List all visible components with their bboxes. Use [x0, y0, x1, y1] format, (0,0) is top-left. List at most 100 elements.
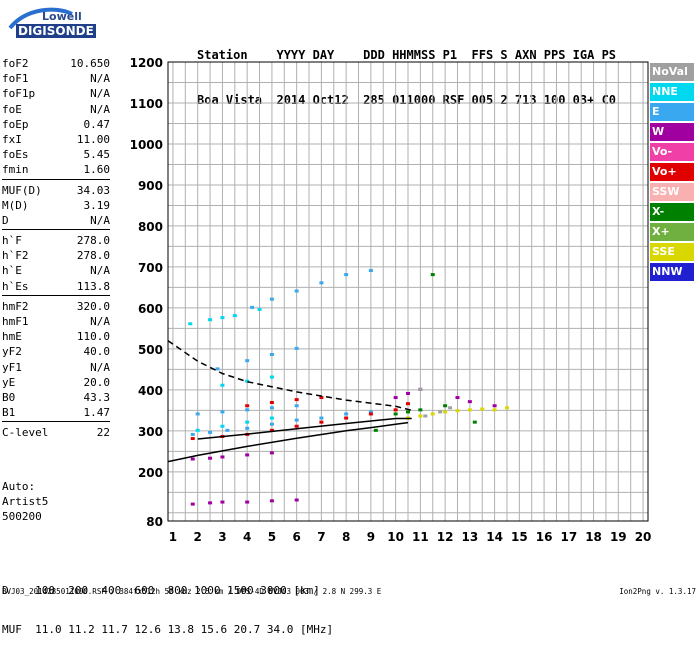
data-point [188, 322, 193, 326]
param-row: B0 43.3 [2, 390, 110, 405]
logo-text-digisonde: DIGISONDE [16, 24, 96, 38]
x-tick-label: 9 [367, 530, 375, 544]
x-tick-label: 8 [342, 530, 350, 544]
data-point [232, 314, 237, 318]
param-label: h`E [2, 264, 22, 278]
param-row: hmF1 N/A [2, 314, 110, 329]
version-label: Ion2Png v. 1.3.17 [619, 587, 696, 596]
param-value: N/A [90, 315, 110, 328]
y-tick-label: 1200 [130, 56, 163, 70]
data-point [220, 500, 225, 504]
param-value: 22 [96, 426, 110, 440]
data-point [368, 269, 373, 273]
lowell-digisonde-logo: Lowell DIGISONDE [6, 4, 96, 44]
data-point [294, 289, 299, 293]
data-point [220, 424, 225, 428]
data-point [208, 456, 213, 460]
param-value: N/A [90, 102, 110, 116]
data-point [443, 410, 448, 414]
param-row: fxI 11.00 [2, 132, 110, 147]
legend-item: SSE [650, 243, 694, 261]
profile-line-solid [167, 421, 409, 463]
y-tick-label: 1000 [130, 138, 163, 152]
data-point [190, 457, 195, 461]
param-label: yF2 [2, 345, 22, 359]
param-row: yF1 N/A [2, 360, 110, 375]
param-value: 1.47 [83, 406, 111, 420]
param-label: hmF2 [2, 299, 29, 313]
param-value: 113.8 [76, 279, 110, 293]
data-point [190, 502, 195, 506]
data-point [269, 400, 274, 404]
data-point [195, 412, 200, 416]
data-point [245, 379, 250, 383]
x-tick-label: 7 [317, 530, 325, 544]
data-point [344, 273, 349, 277]
data-point [245, 426, 250, 430]
data-point [220, 383, 225, 387]
param-row: M(D) 3.19 [2, 198, 110, 213]
param-label: D [2, 213, 9, 227]
data-point [220, 410, 225, 414]
x-tick-label: 10 [387, 530, 404, 544]
data-point [269, 451, 274, 455]
data-point [190, 432, 195, 436]
data-point [368, 412, 373, 416]
x-tick-label: 20 [635, 530, 652, 544]
data-point [344, 416, 349, 420]
x-tick-label: 12 [437, 530, 454, 544]
param-row: h`E N/A [2, 263, 110, 278]
param-row: foF1 N/A [2, 71, 110, 86]
data-point [455, 396, 460, 400]
data-point [393, 408, 398, 412]
x-tick-label: 1 [169, 530, 177, 544]
y-tick-label: 600 [138, 302, 163, 316]
param-value: N/A [90, 360, 110, 374]
param-label: B1 [2, 406, 16, 420]
y-tick-label: 700 [138, 261, 163, 275]
y-tick-label: 800 [138, 220, 163, 234]
legend-item: Vo+ [650, 163, 694, 181]
data-point [245, 420, 250, 424]
param-label: fxI [2, 132, 22, 146]
data-point [269, 375, 274, 379]
logo-swoosh-icon [8, 7, 73, 30]
x-tick-label: 17 [560, 530, 577, 544]
x-tick-label: 4 [243, 530, 251, 544]
param-separator [2, 229, 110, 233]
legend-item: Vo- [650, 143, 694, 161]
data-point [448, 406, 453, 410]
param-label: h`F2 [2, 249, 29, 263]
param-value: 5.45 [83, 148, 111, 162]
y-tick-label: 80 [146, 515, 163, 529]
x-tick-label: 3 [218, 530, 226, 544]
param-label: MUF(D) [2, 183, 42, 197]
param-label: h`Es [2, 279, 29, 293]
data-point [208, 430, 213, 434]
data-point [344, 412, 349, 416]
param-row: hmE 110.0 [2, 329, 110, 344]
station-header: Station YYYY DAY DDD HHMMSS P1 FFS S AXN… [197, 18, 616, 123]
data-point [220, 316, 225, 320]
data-point [430, 412, 435, 416]
data-point [269, 428, 274, 432]
param-row: C-level 22 [2, 425, 110, 440]
logo-text-lowell: Lowell [42, 10, 82, 23]
param-row: B1 1.47 [2, 405, 110, 420]
param-label: yF1 [2, 360, 22, 374]
param-value: 10.650 [70, 57, 110, 70]
data-point [406, 402, 410, 406]
param-row: h`F2 278.0 [2, 248, 110, 263]
data-point [423, 414, 428, 418]
profile-line-solid-2 [197, 417, 412, 440]
data-point [294, 498, 299, 502]
data-point [250, 305, 255, 309]
x-tick-label: 15 [511, 530, 528, 544]
data-point [373, 428, 378, 432]
y-tick-label: 400 [138, 384, 163, 398]
header-labels: Station YYYY DAY DDD HHMMSS P1 FFS S AXN… [197, 48, 617, 62]
x-tick-label: 11 [412, 530, 429, 544]
data-point [294, 424, 299, 428]
data-point [406, 391, 410, 395]
